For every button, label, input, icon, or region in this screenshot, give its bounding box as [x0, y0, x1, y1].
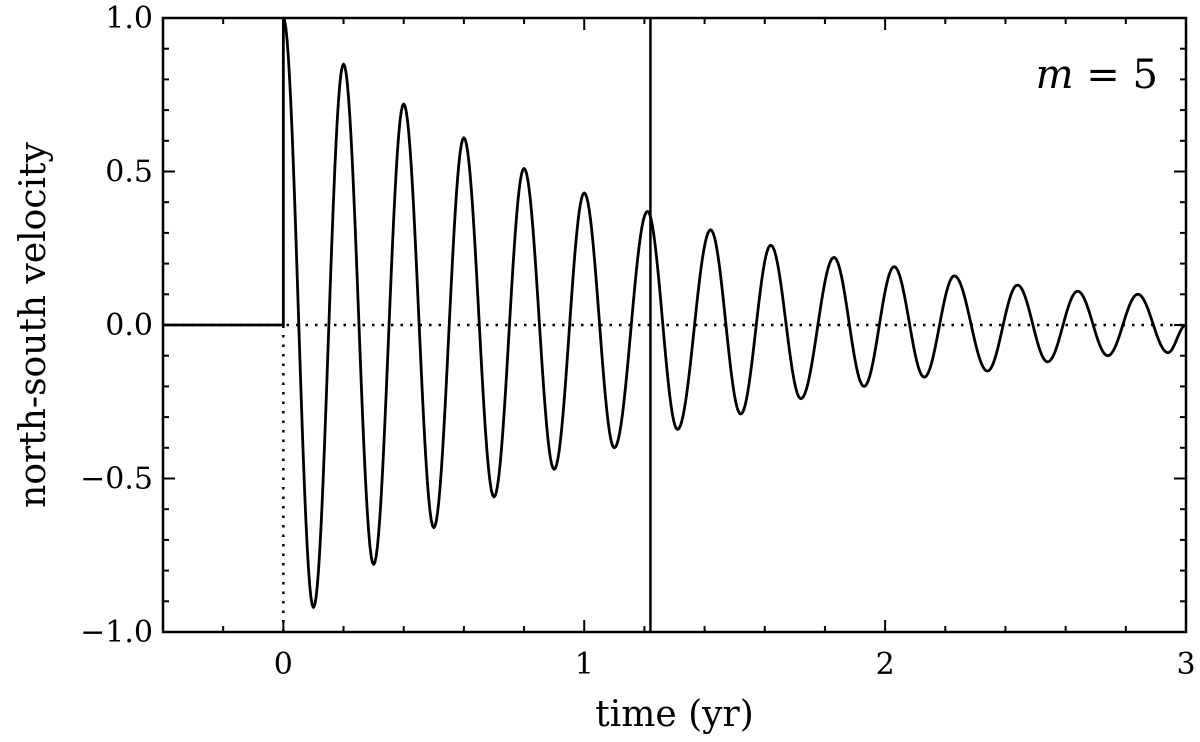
y-tick-label: 0.5 — [105, 155, 153, 190]
annotation-value: 5 — [1133, 52, 1158, 98]
series-layer — [163, 16, 1187, 609]
annotation-variable: m — [1036, 52, 1074, 98]
x-tick-label: 0 — [274, 647, 293, 682]
y-tick-label: −1.0 — [80, 615, 153, 650]
x-axis-label: time (yr) — [595, 694, 754, 735]
x-tick-label: 3 — [1176, 647, 1195, 682]
tick-labels: 0 1 2 3 −1.0 −0.5 0.0 0.5 1.0 — [80, 1, 1195, 682]
series-line — [163, 16, 1187, 609]
ticks — [163, 17, 1187, 633]
x-tick-label: 2 — [876, 647, 895, 682]
y-tick-label: 1.0 — [105, 1, 153, 36]
reference-lines — [163, 323, 1186, 632]
annotation-operator: = — [1074, 52, 1133, 98]
y-tick-label: −0.5 — [80, 462, 153, 497]
parameter-annotation: m = 5 — [1036, 52, 1158, 98]
y-axis-label: north-south velocity — [13, 142, 54, 508]
x-tick-label: 1 — [575, 647, 594, 682]
y-tick-label: 0.0 — [105, 308, 153, 343]
